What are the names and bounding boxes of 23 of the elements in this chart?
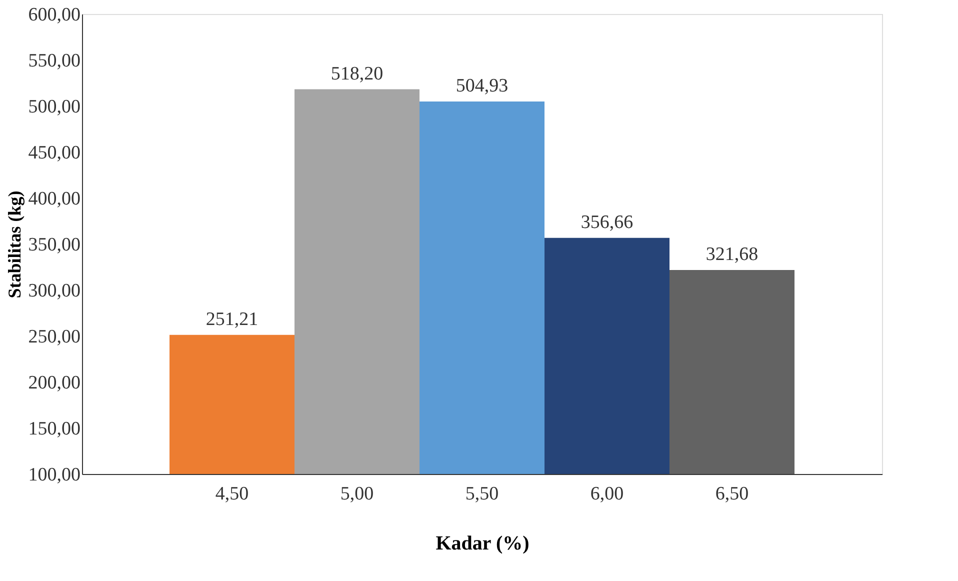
y-tick-label: 300,00 [28,280,80,302]
data-label: 356,66 [580,212,634,233]
y-tick-label: 600,00 [28,4,80,26]
x-tick-label: 5,00 [340,484,374,504]
y-tick-label: 550,00 [28,50,80,72]
y-tick-label: 100,00 [28,464,80,486]
data-label: 504,93 [456,75,508,96]
x-tick-label: 6,50 [715,484,749,504]
y-tick-label: 350,00 [28,234,80,256]
x-axis-title: Kadar (%) [436,532,530,554]
y-tick-label: 250,00 [28,326,80,348]
data-label: 251,21 [206,308,258,330]
y-tick-label: 450,00 [28,142,80,164]
y-tick-label: 400,00 [28,188,80,210]
y-tick-label: 200,00 [28,372,80,394]
x-tick-label: 6,00 [590,484,624,504]
x-tick-label: 4,50 [215,484,249,504]
y-tick-label: 150,00 [28,418,80,440]
x-tick-label: 5,50 [465,484,499,504]
y-tick-label: 500,00 [28,96,80,118]
data-label: 518,20 [330,63,384,84]
y-axis-title: Stabilitas (kg) [4,190,24,298]
data-label: 321,68 [706,244,758,266]
